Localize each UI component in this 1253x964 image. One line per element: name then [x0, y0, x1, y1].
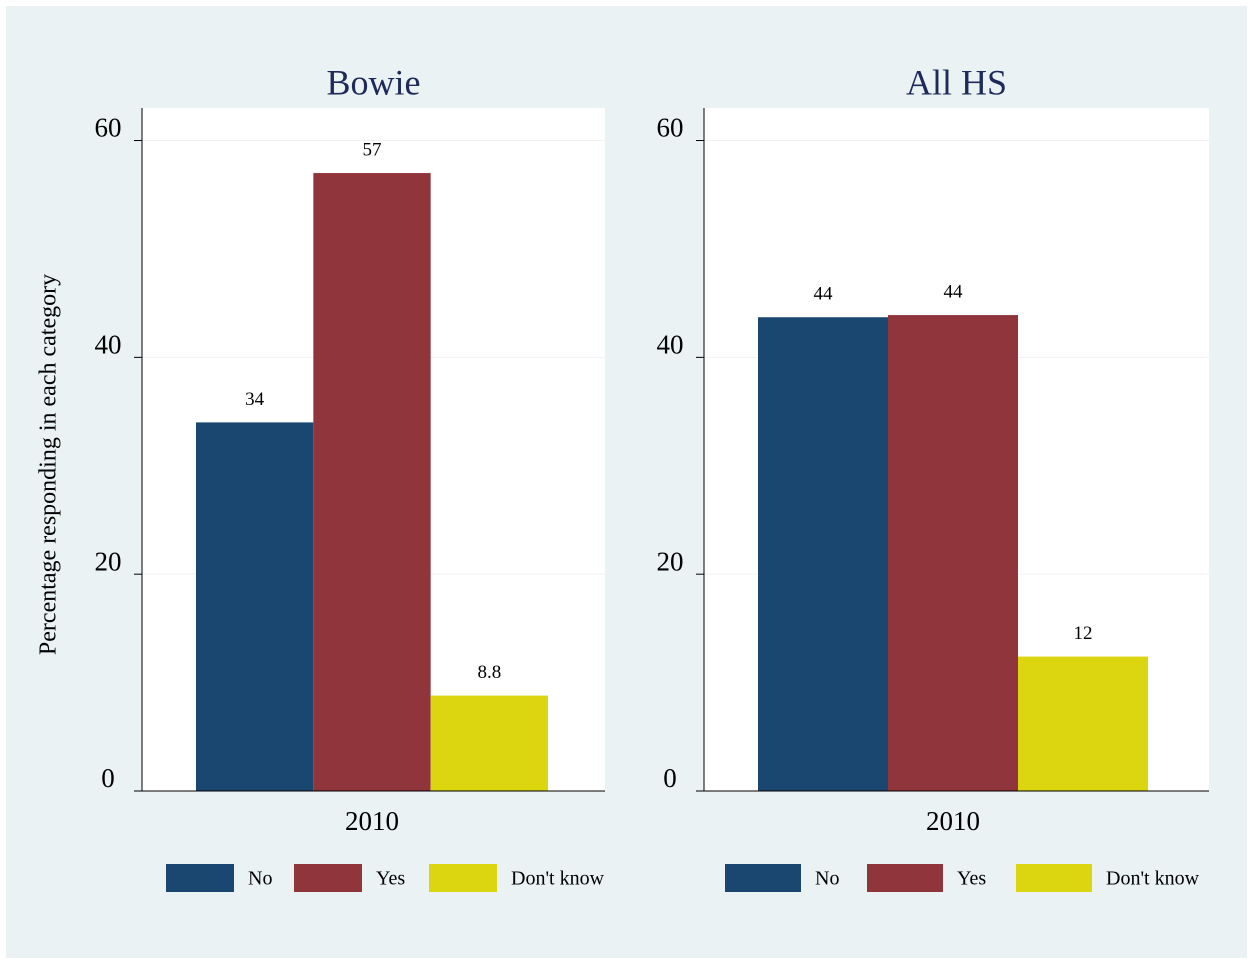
- bar: [1018, 656, 1148, 791]
- y-axis-label: Percentage responding in each category: [36, 274, 62, 655]
- y-tick-label: 20: [657, 546, 684, 576]
- chart-title: All HS: [906, 62, 1007, 102]
- x-tick-label: 2010: [926, 806, 980, 836]
- legend-label: Don't know: [1106, 868, 1200, 890]
- y-tick-label: 0: [101, 763, 115, 793]
- data-label: 34: [245, 389, 265, 410]
- data-label: 8.8: [477, 662, 501, 683]
- data-label: 57: [363, 139, 382, 160]
- legend-label: Yes: [376, 868, 405, 890]
- legend-label: Don't know: [511, 868, 605, 890]
- legend-label: No: [248, 868, 272, 890]
- y-tick-label: 0: [663, 763, 677, 793]
- y-tick-label: 20: [95, 546, 122, 576]
- bar: [758, 317, 888, 791]
- data-label: 12: [1074, 623, 1093, 644]
- bar: [196, 422, 314, 791]
- y-tick-label: 60: [95, 113, 122, 143]
- legend-swatch: [166, 864, 234, 892]
- chart-title: Bowie: [327, 62, 421, 102]
- bar: [430, 695, 548, 791]
- x-tick-label: 2010: [345, 806, 399, 836]
- data-label: 44: [944, 281, 964, 302]
- legend-swatch: [867, 864, 943, 892]
- y-tick-label: 60: [657, 113, 684, 143]
- bar: [313, 173, 431, 792]
- legend-swatch: [294, 864, 362, 892]
- y-tick-label: 40: [657, 330, 684, 360]
- data-label: 44: [814, 284, 834, 305]
- legend-swatch: [725, 864, 801, 892]
- y-tick-label: 40: [95, 330, 122, 360]
- legend-label: No: [815, 868, 839, 890]
- bar: [888, 315, 1018, 791]
- legend-label: Yes: [957, 868, 986, 890]
- legend-swatch: [1016, 864, 1092, 892]
- legend-swatch: [429, 864, 497, 892]
